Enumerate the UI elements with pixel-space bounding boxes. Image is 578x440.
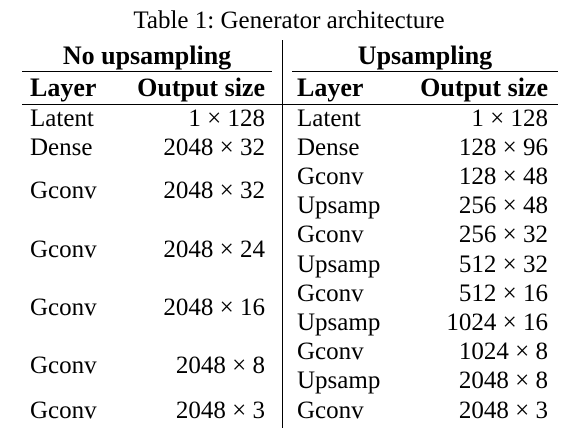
table-cell-size: 1 × 128 — [471, 105, 548, 132]
table-cell-layer: Upsamp — [297, 367, 381, 394]
table-cell-layer: Gconv — [30, 177, 97, 204]
group-rule-right — [292, 71, 558, 72]
table-cell-layer: Dense — [297, 134, 360, 161]
table-cell-layer: Latent — [30, 105, 94, 132]
table-cell-layer: Gconv — [297, 397, 364, 424]
table-cell-size: 2048 × 32 — [163, 134, 265, 161]
group-header-no-upsampling: No upsampling — [62, 41, 232, 70]
group-header-upsampling: Upsampling — [357, 41, 493, 70]
column-header-output-size-left: Output size — [137, 73, 265, 102]
column-header-layer-left: Layer — [30, 73, 97, 102]
header-rule — [22, 104, 558, 105]
table-cell-layer: Dense — [30, 134, 93, 161]
table-cell-layer: Gconv — [297, 221, 364, 248]
column-header-layer-right: Layer — [297, 73, 364, 102]
group-rule-left — [22, 71, 272, 72]
table-cell-layer: Gconv — [297, 280, 364, 307]
table-cell-size: 2048 × 16 — [163, 294, 265, 321]
table-cell-layer: Gconv — [30, 352, 97, 379]
table-cell-layer: Gconv — [30, 236, 97, 263]
table-cell-size: 128 × 96 — [458, 134, 548, 161]
table-cell-size: 1024 × 8 — [458, 338, 548, 365]
table-cell-size: 2048 × 8 — [175, 352, 265, 379]
table-cell-layer: Upsamp — [297, 309, 381, 336]
column-header-output-size-right: Output size — [420, 73, 548, 102]
table-cell-layer: Upsamp — [297, 251, 381, 278]
table-cell-size: 1 × 128 — [188, 105, 265, 132]
table-cell-size: 512 × 32 — [458, 251, 548, 278]
table-cell-layer: Gconv — [297, 163, 364, 190]
column-divider — [282, 40, 283, 428]
table-cell-size: 2048 × 8 — [458, 367, 548, 394]
table-cell-size: 2048 × 32 — [163, 177, 265, 204]
table-cell-layer: Upsamp — [297, 192, 381, 219]
table-cell-layer: Gconv — [30, 294, 97, 321]
table-cell-size: 2048 × 24 — [163, 236, 265, 263]
table-cell-layer: Gconv — [30, 397, 97, 424]
table-cell-size: 1024 × 16 — [446, 309, 548, 336]
table-cell-size: 128 × 48 — [458, 163, 548, 190]
table-cell-size: 256 × 48 — [458, 192, 548, 219]
table-cell-layer: Gconv — [297, 338, 364, 365]
table-cell-size: 512 × 16 — [458, 280, 548, 307]
table-cell-layer: Latent — [297, 105, 361, 132]
table-cell-size: 256 × 32 — [458, 221, 548, 248]
table-caption: Table 1: Generator architecture — [133, 7, 445, 34]
table-cell-size: 2048 × 3 — [175, 397, 265, 424]
table-cell-size: 2048 × 3 — [458, 397, 548, 424]
